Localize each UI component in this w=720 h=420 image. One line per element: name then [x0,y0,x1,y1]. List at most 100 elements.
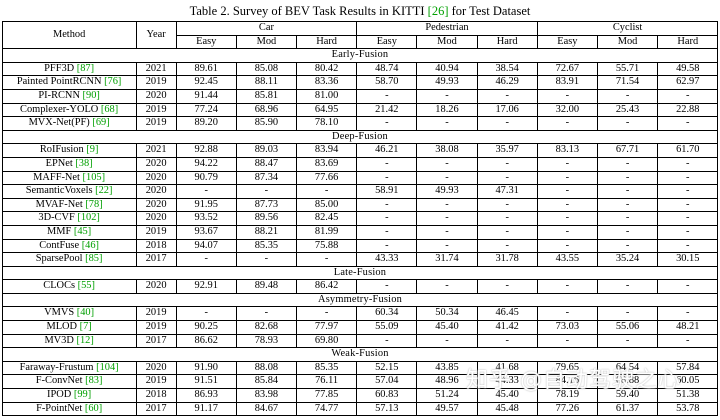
value-car-mod: 85.81 [235,88,298,104]
year-cell: 2019 [135,116,177,131]
value-car-mod: 88.47 [235,156,298,172]
value-pedestrian-mod: - [416,211,478,226]
value-pedestrian-hard: - [476,197,538,213]
year-cell: 2019 [135,224,177,240]
value-car-hard: 75.88 [295,238,358,254]
method-cell: PI-RCNN [90] [1,88,137,104]
value-pedestrian-hard: 45.48 [476,401,538,417]
value-cyclist-easy: - [536,116,598,131]
value-cyclist-easy: - [536,184,598,199]
method-cell: CLOCs [55] [1,279,137,294]
method-name: F-PointNet [36,402,85,414]
table-row: MAFF-Net [105] 2020 90.79 87.34 77.66- - - - - - [1,170,719,186]
year-cell: 2019 [135,102,177,118]
value-cyclist-hard: 62.97 [657,75,719,90]
value-car-hard: - [295,252,358,267]
method-citation: [102] [77,212,100,224]
value-car-easy: 91.95 [175,197,237,213]
table-row: SparsePool [85] 2017- - -43.33 31.74 31.78 43.… [1,252,719,267]
value-pedestrian-easy: 57.04 [356,374,418,390]
col-subheader-car-easy: Easy [175,34,237,50]
value-car-mod: 88.11 [235,75,298,90]
method-name: Painted PointRCNN [16,76,105,88]
year-cell: 2020 [135,88,177,104]
value-car-mod: - [235,252,298,267]
table-row: MLOD [7] 2019 90.25 82.68 77.97 55.09 45.40 41.… [1,320,719,335]
value-car-mod: 85.90 [235,116,298,131]
header-row-groups: Method Year Car Pedestrian Cyclist [1,20,719,50]
method-citation: [99] [73,389,92,401]
value-cyclist-easy: 43.55 [536,252,598,267]
year-cell: 2021 [135,61,177,77]
value-pedestrian-hard: - [476,170,538,186]
year-cell: 2017 [135,252,177,267]
value-car-hard: 77.97 [295,320,358,335]
value-cyclist-hard: - [657,184,719,199]
table-row: MVX-Net(PF) [69] 2019 89.20 85.90 78.10- - - - -… [1,116,719,131]
value-car-hard: 85.00 [295,197,358,213]
value-pedestrian-mod: 38.08 [416,143,478,158]
method-citation: [60] [84,402,103,414]
method-cell: F-PointNet [60] [1,401,137,417]
value-pedestrian-mod: - [416,88,478,104]
method-citation: [69] [92,117,110,129]
value-car-hard: - [295,306,358,322]
method-citation: [104] [96,361,119,373]
value-pedestrian-mod: 40.94 [416,61,478,77]
value-cyclist-hard: 30.15 [657,252,719,267]
table-caption: Table 2. Survey of BEV Task Results in K… [0,0,720,19]
value-cyclist-easy: - [536,88,598,104]
value-cyclist-mod: 71.54 [596,75,659,90]
value-cyclist-mod: - [596,238,659,254]
value-car-hard: 69.80 [295,333,358,349]
value-pedestrian-hard: 31.78 [476,252,538,267]
value-cyclist-mod: - [596,211,659,226]
method-name: MAFF-Net [33,171,83,183]
col-group-pedestrian: Pedestrian [356,21,538,36]
method-cell: ContFuse [46] [1,238,137,254]
table-row: Complexer-YOLO [68] 2019 77.24 68.96 64.95 21… [1,102,719,118]
method-name: PFF3D [44,62,77,74]
method-citation: [68] [100,103,119,115]
table-row: PI-RCNN [90] 2020 91.44 85.81 81.00- - - - - - [1,88,719,104]
value-car-easy: 91.44 [175,88,237,104]
value-cyclist-hard: 48.21 [657,320,719,335]
value-cyclist-mod: - [596,170,659,186]
section-row: Deep-Fusion [1,129,719,145]
method-citation: [83] [85,375,103,387]
col-subheader-car-mod: Mod [235,34,298,50]
value-pedestrian-easy: 46.21 [356,143,418,158]
value-cyclist-hard: 61.70 [657,143,719,158]
value-cyclist-hard: - [657,88,719,104]
value-car-mod: 78.93 [235,333,298,349]
value-cyclist-easy: - [536,197,598,213]
value-car-hard: 76.11 [295,374,358,390]
method-name: 3D-CVF [38,212,78,224]
value-car-mod: - [235,306,298,322]
col-group-car: Car [175,21,358,36]
col-subheader-car-hard: Hard [295,34,358,50]
value-pedestrian-hard: 41.42 [476,320,538,335]
value-car-easy: - [175,184,237,199]
method-cell: Painted PointRCNN [76] [1,75,137,90]
method-cell: MMF [45] [1,224,137,240]
table-row: Faraway-Frustum [104] 2020 91.90 88.08 85.35… [1,360,719,376]
year-cell: 2020 [135,184,177,199]
method-name: Faraway-Frustum [19,361,97,373]
value-cyclist-hard: - [657,238,719,254]
value-cyclist-hard: 49.58 [657,61,719,77]
col-subheader-cyclist-easy: Easy [536,34,598,50]
value-pedestrian-hard: - [476,156,538,172]
year-cell: 2019 [135,75,177,90]
method-cell: RoIFusion [9] [1,143,137,158]
table-row: IPOD [99] 2018 86.93 83.98 77.85 60.83 51.24 45… [1,388,719,403]
value-pedestrian-hard: 17.06 [476,102,538,118]
value-car-easy: - [175,252,237,267]
value-car-hard: 86.42 [295,279,358,294]
value-cyclist-easy: - [536,170,598,186]
value-pedestrian-easy: - [356,88,418,104]
col-subheader-pedestrian-hard: Hard [476,34,538,50]
caption-text-after: for Test Dataset [448,4,531,18]
method-cell: MLOD [7] [1,320,137,335]
value-cyclist-easy: 84.16 [536,374,598,390]
